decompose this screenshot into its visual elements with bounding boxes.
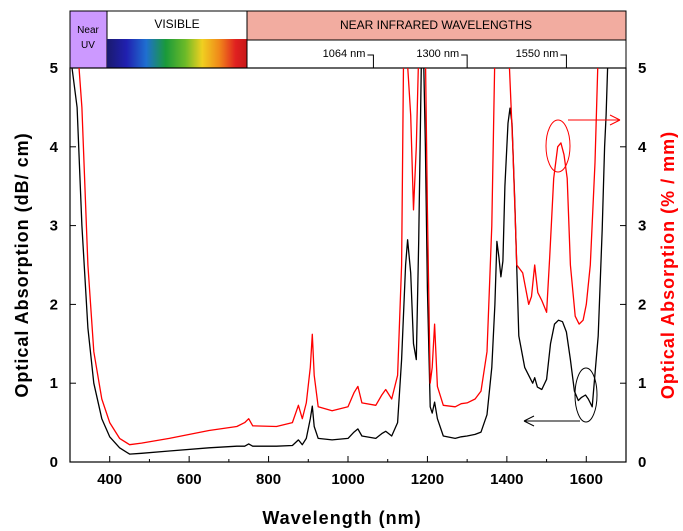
- band-near-uv: [69, 10, 108, 69]
- band-near-infrared-lower: [246, 39, 627, 69]
- plot-frame: [69, 67, 627, 463]
- y-right-tick-label: 4: [638, 139, 647, 156]
- band-near-infrared-label: NEAR INFRARED WAVELENGTHS: [340, 18, 532, 32]
- y-right-tick-label: 5: [638, 60, 646, 77]
- x-tick-label: 800: [256, 471, 281, 488]
- band-visible-label: VISIBLE: [154, 17, 199, 31]
- wavelength-markers: 1064 nm 1300 nm 1550 nm: [323, 48, 567, 68]
- x-tick-label: 1000: [331, 471, 364, 488]
- y-right-tick-label: 2: [638, 296, 646, 313]
- band-near-infrared: [246, 10, 627, 41]
- y-right-tick-label: 3: [638, 218, 646, 235]
- x-axis-title: Wavelength (nm): [262, 508, 421, 528]
- wavelength-marker-bracket: [461, 54, 468, 68]
- x-tick-label: 1200: [411, 471, 444, 488]
- band-near-uv-label-line2: UV: [81, 40, 95, 51]
- series-line-red: [78, 68, 599, 446]
- y-axis-right-title: Optical Absorption (% / mm): [658, 131, 678, 399]
- y-right-tick-label: 0: [638, 454, 646, 471]
- wavelength-marker-bracket: [560, 54, 567, 68]
- wavelength-marker-label: 1550 nm: [516, 48, 559, 60]
- wavelength-marker-bracket: [367, 54, 374, 68]
- wavelength-marker-label: 1300 nm: [416, 48, 459, 60]
- y-left-tick-label: 4: [50, 139, 59, 156]
- red-series-arrowhead: [609, 114, 621, 126]
- wavelength-marker-label: 1064 nm: [323, 48, 366, 60]
- y-axis-left-ticks: 0 1 2 3 4 5: [50, 60, 76, 471]
- spectrum-band-header: Near UV VISIBLE NEAR INFRARED WAVELENGTH…: [69, 10, 627, 69]
- y-axis-right-ticks: 0 1 2 3 4 5: [620, 60, 647, 471]
- x-tick-label: 600: [177, 471, 202, 488]
- y-left-tick-label: 5: [50, 60, 58, 77]
- y-axis-left-title: Optical Absorption (dB/ cm): [12, 132, 32, 397]
- y-right-tick-label: 1: [638, 375, 646, 392]
- band-near-uv-label-line1: Near: [77, 25, 99, 36]
- y-left-tick-label: 1: [50, 375, 58, 392]
- x-tick-label: 400: [97, 471, 122, 488]
- black-series-ellipse: [574, 367, 598, 423]
- x-tick-label: 1600: [570, 471, 603, 488]
- y-left-tick-label: 2: [50, 296, 58, 313]
- series-line-black: [71, 68, 609, 455]
- y-left-tick-label: 3: [50, 218, 58, 235]
- visible-spectrum-gradient: [107, 39, 247, 68]
- data-series: [71, 68, 609, 455]
- x-tick-label: 1400: [490, 471, 523, 488]
- x-axis-ticks: 400 600 800 1000 1200 1400 1600: [69, 456, 627, 488]
- annotations: [523, 114, 621, 427]
- y-left-tick-label: 0: [50, 454, 58, 471]
- black-series-arrowhead: [523, 415, 535, 427]
- red-series-ellipse: [545, 119, 571, 173]
